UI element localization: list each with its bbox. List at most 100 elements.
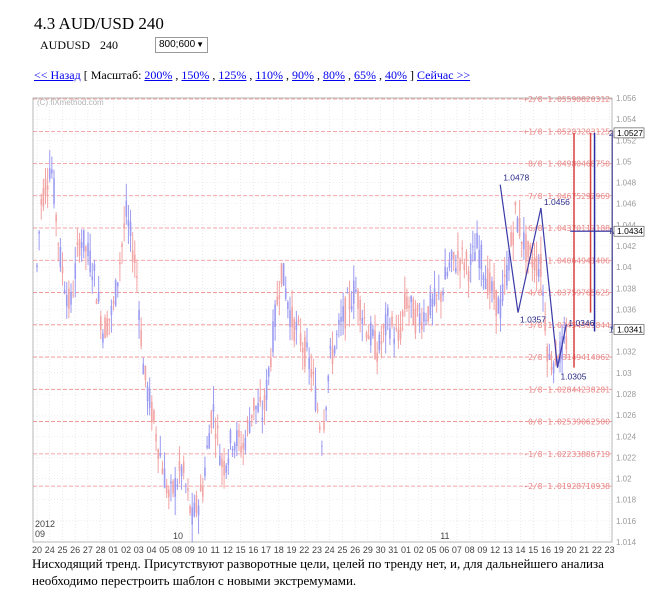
candle-body <box>316 409 319 411</box>
candle-body <box>170 481 172 484</box>
zoom-link-65[interactable]: 65% <box>353 68 376 82</box>
candle-body <box>116 282 119 287</box>
candle-body <box>221 458 223 467</box>
candle-body <box>142 363 145 375</box>
x-day-label: 06 <box>439 545 449 555</box>
candle-body <box>378 334 381 351</box>
candle-body <box>40 199 43 205</box>
candle-body <box>506 264 508 286</box>
candle-body <box>523 232 525 250</box>
x-day-label: 02 <box>414 545 424 555</box>
candle-body <box>278 295 281 299</box>
candle-body <box>346 292 349 294</box>
x-day-label: 15 <box>528 545 538 555</box>
price-candles <box>36 150 568 543</box>
candle-body <box>185 485 187 487</box>
candle-body <box>393 338 395 344</box>
candle-body <box>342 306 344 322</box>
price-tag: 1.0434 <box>617 226 643 236</box>
x-day-label: 31 <box>388 545 398 555</box>
symbol-label: AUDUSD <box>40 38 91 52</box>
candle-body <box>331 348 334 365</box>
candle-body <box>272 321 274 353</box>
candle-body <box>355 289 357 292</box>
candle-body <box>161 468 164 475</box>
candle-body <box>321 445 323 447</box>
candle-body <box>510 232 512 246</box>
candle-body <box>223 460 225 476</box>
chart-size-value: 800;600 <box>159 39 196 50</box>
back-link[interactable]: << Назад <box>34 68 81 82</box>
candle-body <box>63 289 66 293</box>
candle-body <box>384 314 387 336</box>
month-label: 10 <box>173 531 183 541</box>
candle-body <box>97 291 100 302</box>
candle-body <box>270 357 272 368</box>
candle-body <box>263 395 266 410</box>
murrey-level-label: 0/8 1.02539062500 <box>528 418 610 427</box>
candle-body <box>335 333 338 335</box>
candle-body <box>104 317 106 339</box>
candle-body <box>199 484 202 491</box>
zoom-link-40[interactable]: 40% <box>384 68 407 82</box>
now-link[interactable]: Сейчас >> <box>416 68 471 82</box>
candle-body <box>480 244 483 270</box>
candle-body <box>57 243 60 245</box>
candle-body <box>463 262 466 271</box>
x-day-label: 08 <box>172 545 182 555</box>
zoom-link-80[interactable]: 80% <box>322 68 345 82</box>
zoom-link-90[interactable]: 90% <box>291 68 314 82</box>
price-tag-box <box>613 127 645 139</box>
x-day-label: 14 <box>516 545 526 555</box>
x-day-label: 13 <box>503 545 513 555</box>
candle-body <box>274 304 276 327</box>
candle-body <box>182 461 185 473</box>
candle-body <box>455 268 457 272</box>
chevron-down-icon: ▼ <box>196 40 204 49</box>
timeframe-label: 240 <box>100 38 118 52</box>
x-day-label: 24 <box>45 545 55 555</box>
candle-body <box>208 433 211 449</box>
chart-size-select[interactable]: 800;600 ▼ <box>155 37 208 53</box>
candle-body <box>472 246 474 248</box>
candle-body <box>512 232 515 246</box>
y-tick-label: 1.044 <box>616 221 637 230</box>
candle-body <box>291 307 293 328</box>
candle-body <box>193 502 196 516</box>
candle-body <box>178 461 181 471</box>
candle-body <box>229 430 232 444</box>
y-tick-label: 1.04 <box>616 263 632 272</box>
bracket-label: M <box>610 226 617 236</box>
x-day-label: 26 <box>350 545 360 555</box>
zoom-link-200[interactable]: 200% <box>144 68 173 82</box>
candle-body <box>121 243 123 247</box>
candle-body <box>282 263 285 286</box>
month-label: 11 <box>440 531 449 541</box>
candle-body <box>310 368 313 378</box>
candle-body <box>457 250 459 259</box>
zoom-link-150[interactable]: 150% <box>181 68 210 82</box>
pivot-price-label: 1.0456 <box>544 197 570 207</box>
candle-body <box>359 299 361 321</box>
candle-body <box>238 430 240 438</box>
candle-body <box>323 422 325 430</box>
zoom-link-110[interactable]: 110% <box>255 68 283 82</box>
candle-body <box>369 322 372 346</box>
zoom-link-125[interactable]: 125% <box>218 68 247 82</box>
murrey-level-label: -2/8 1.01928710938 <box>523 482 610 491</box>
murrey-level-label: +1/8 1.05283203125 <box>523 127 610 136</box>
candle-body <box>372 329 374 337</box>
pivot-price-label: 1.0346 <box>568 318 594 328</box>
murrey-level-label: 8/8 1.04980468750 <box>528 159 610 168</box>
candle-body <box>361 318 364 325</box>
x-day-label: 03 <box>134 545 144 555</box>
x-day-label: 01 <box>401 545 411 555</box>
x-day-label: 12 <box>490 545 500 555</box>
candle-body <box>95 299 98 304</box>
murrey-level-label: 4/8 1.03759765625 <box>528 289 610 298</box>
candle-body <box>123 223 125 229</box>
candle-body <box>219 455 221 465</box>
bracket-close: ] <box>409 68 414 82</box>
murrey-level-label: 6/8 1.04370117188 <box>528 224 610 233</box>
candle-body <box>444 267 446 280</box>
